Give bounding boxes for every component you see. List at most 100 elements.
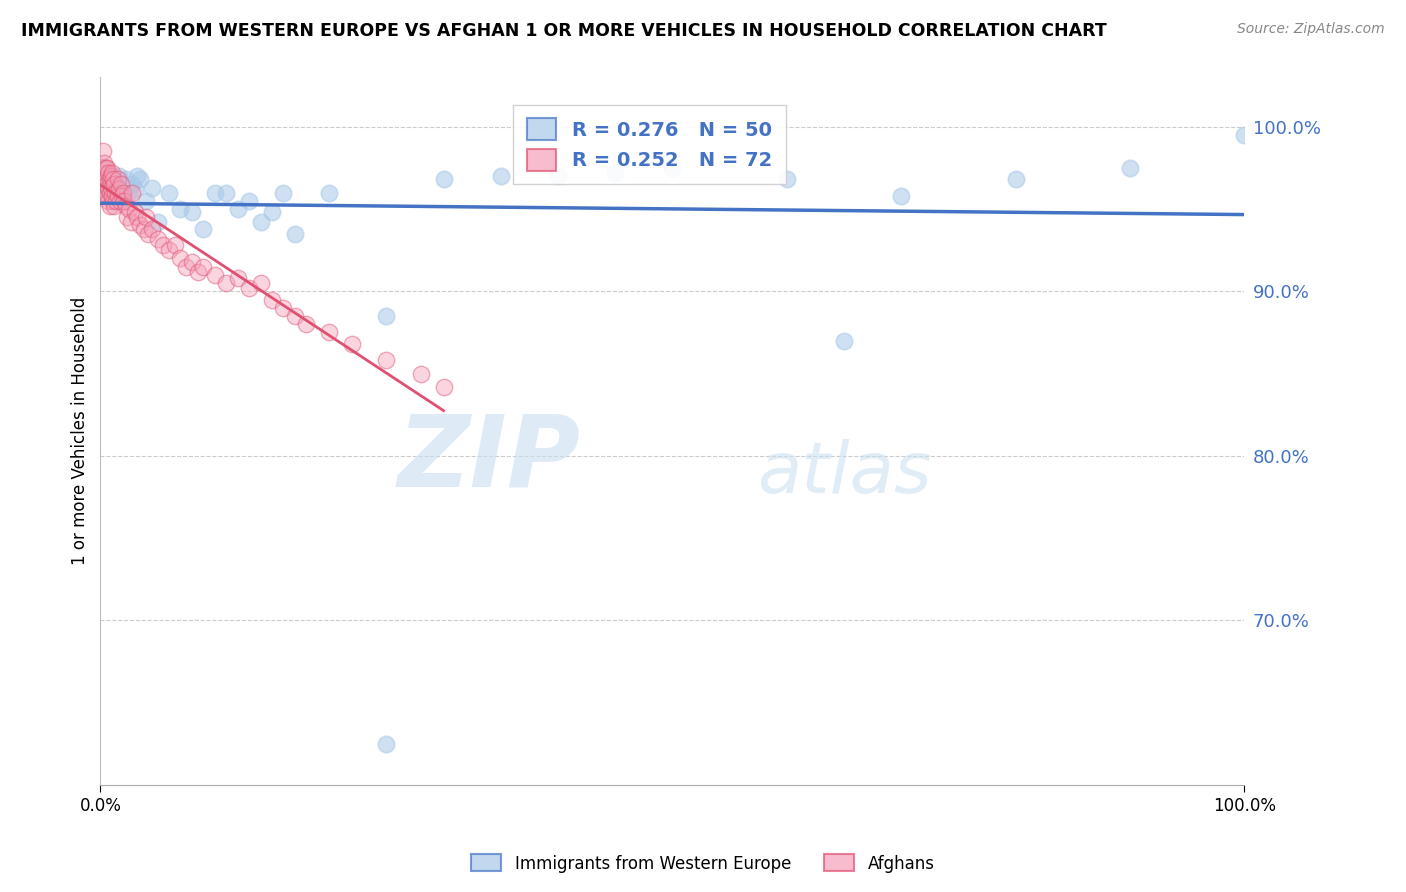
Point bbox=[169, 202, 191, 216]
Point bbox=[94, 186, 117, 200]
Point bbox=[547, 169, 569, 183]
Point bbox=[114, 172, 136, 186]
Point bbox=[260, 205, 283, 219]
Point bbox=[120, 215, 142, 229]
Point bbox=[118, 202, 141, 216]
Point bbox=[100, 169, 122, 183]
Point bbox=[135, 211, 157, 225]
Point bbox=[249, 276, 271, 290]
Point bbox=[157, 243, 180, 257]
Point bbox=[318, 326, 340, 340]
Point bbox=[605, 166, 627, 180]
Point bbox=[273, 186, 295, 200]
Point bbox=[100, 180, 122, 194]
Point bbox=[284, 309, 307, 323]
Point bbox=[193, 260, 215, 274]
Point bbox=[375, 737, 398, 751]
Point bbox=[112, 186, 135, 200]
Point bbox=[152, 238, 174, 252]
Point bbox=[108, 194, 131, 208]
Point bbox=[125, 211, 148, 225]
Point bbox=[94, 182, 117, 196]
Text: ZIP: ZIP bbox=[398, 411, 581, 508]
Point bbox=[249, 215, 271, 229]
Point bbox=[96, 178, 118, 192]
Point bbox=[100, 169, 122, 183]
Point bbox=[97, 194, 120, 208]
Point bbox=[96, 189, 118, 203]
Point bbox=[94, 178, 117, 192]
Point bbox=[204, 268, 226, 282]
Point bbox=[174, 260, 197, 274]
Point bbox=[96, 166, 118, 180]
Point bbox=[97, 180, 120, 194]
Point bbox=[101, 172, 124, 186]
Point bbox=[295, 317, 318, 331]
Point bbox=[107, 169, 129, 183]
Point bbox=[93, 169, 115, 183]
Point bbox=[107, 189, 129, 203]
Point bbox=[180, 254, 202, 268]
Point bbox=[489, 169, 512, 183]
Point bbox=[157, 186, 180, 200]
Point bbox=[146, 215, 169, 229]
Point bbox=[98, 180, 121, 194]
Point bbox=[163, 238, 186, 252]
Point bbox=[204, 186, 226, 200]
Point bbox=[91, 186, 114, 200]
Point bbox=[103, 178, 125, 192]
Point bbox=[101, 189, 124, 203]
Point bbox=[90, 169, 112, 183]
Point bbox=[432, 380, 454, 394]
Point bbox=[180, 205, 202, 219]
Point bbox=[129, 172, 152, 186]
Text: IMMIGRANTS FROM WESTERN EUROPE VS AFGHAN 1 OR MORE VEHICLES IN HOUSEHOLD CORRELA: IMMIGRANTS FROM WESTERN EUROPE VS AFGHAN… bbox=[21, 22, 1107, 40]
Point bbox=[104, 186, 127, 200]
Point bbox=[138, 227, 160, 241]
Point bbox=[101, 186, 124, 200]
Point bbox=[110, 178, 132, 192]
Point bbox=[93, 156, 115, 170]
Point bbox=[124, 182, 146, 196]
Point bbox=[103, 199, 125, 213]
Point bbox=[94, 161, 117, 175]
Point bbox=[105, 194, 128, 208]
Point bbox=[215, 186, 238, 200]
Point bbox=[832, 334, 855, 348]
Point bbox=[1004, 172, 1026, 186]
Point bbox=[121, 178, 143, 192]
Point bbox=[661, 161, 683, 175]
Point bbox=[226, 271, 249, 285]
Point bbox=[260, 293, 283, 307]
Point bbox=[97, 172, 120, 186]
Point bbox=[101, 166, 124, 180]
Point bbox=[193, 221, 215, 235]
Point bbox=[129, 219, 152, 233]
Point bbox=[118, 186, 141, 200]
Point bbox=[112, 194, 135, 208]
Point bbox=[124, 205, 146, 219]
Point bbox=[238, 281, 260, 295]
Point bbox=[226, 202, 249, 216]
Point bbox=[1233, 128, 1256, 142]
Point bbox=[103, 172, 125, 186]
Point bbox=[115, 211, 138, 225]
Point bbox=[890, 189, 912, 203]
Point bbox=[107, 172, 129, 186]
Point bbox=[98, 186, 121, 200]
Point bbox=[121, 186, 143, 200]
Point bbox=[94, 161, 117, 175]
Point bbox=[107, 180, 129, 194]
Point bbox=[146, 232, 169, 246]
Point bbox=[107, 182, 129, 196]
Point bbox=[97, 166, 120, 180]
Point bbox=[98, 172, 121, 186]
Point bbox=[340, 337, 363, 351]
Point bbox=[409, 367, 432, 381]
Point bbox=[125, 169, 148, 183]
Legend: R = 0.276   N = 50, R = 0.252   N = 72: R = 0.276 N = 50, R = 0.252 N = 72 bbox=[513, 105, 786, 184]
Point bbox=[98, 199, 121, 213]
Point bbox=[135, 194, 157, 208]
Point bbox=[238, 194, 260, 208]
Point bbox=[273, 301, 295, 315]
